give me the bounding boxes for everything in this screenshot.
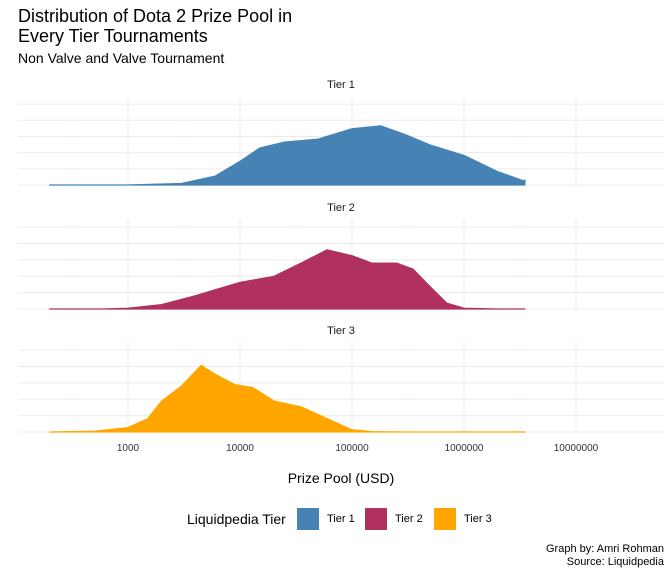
x-tick-label: 1000	[117, 443, 140, 454]
chart-subtitle: Non Valve and Valve Tournament	[18, 50, 225, 66]
caption-source: Source: Liquidpedia	[566, 556, 664, 568]
facet-label-tier-3: Tier 3	[327, 325, 355, 337]
chart-title: Distribution of Dota 2 Prize Pool in Eve…	[18, 6, 293, 46]
legend-title: Liquidpedia Tier	[187, 511, 286, 527]
facet-label-tier-2: Tier 2	[327, 202, 355, 214]
legend-label-tier-3: Tier 3	[464, 513, 492, 525]
density-area-tier-3	[49, 364, 526, 433]
legend-label-tier-1: Tier 1	[327, 513, 355, 525]
caption: Graph by: Amri Rohman Source: Liquidpedi…	[546, 543, 664, 569]
legend-label-tier-2: Tier 2	[395, 513, 423, 525]
x-tick-label: 1000000	[445, 443, 484, 454]
legend-key-tier-1	[297, 508, 319, 530]
density-area-tier-1	[49, 125, 526, 186]
legend-key-tier-3	[434, 508, 456, 530]
x-tick-label: 100000	[335, 443, 369, 454]
x-tick-label: 10000000	[554, 443, 599, 454]
density-area-tier-2	[49, 249, 526, 310]
x-tick-label: 10000	[226, 443, 254, 454]
legend: Liquidpedia Tier Tier 1 Tier 2 Tier 3	[0, 508, 672, 532]
caption-author: Graph by: Amri Rohman	[546, 543, 664, 555]
x-axis-label: Prize Pool (USD)	[288, 470, 395, 486]
facet-label-tier-1: Tier 1	[327, 79, 355, 91]
legend-key-tier-2	[365, 508, 387, 530]
